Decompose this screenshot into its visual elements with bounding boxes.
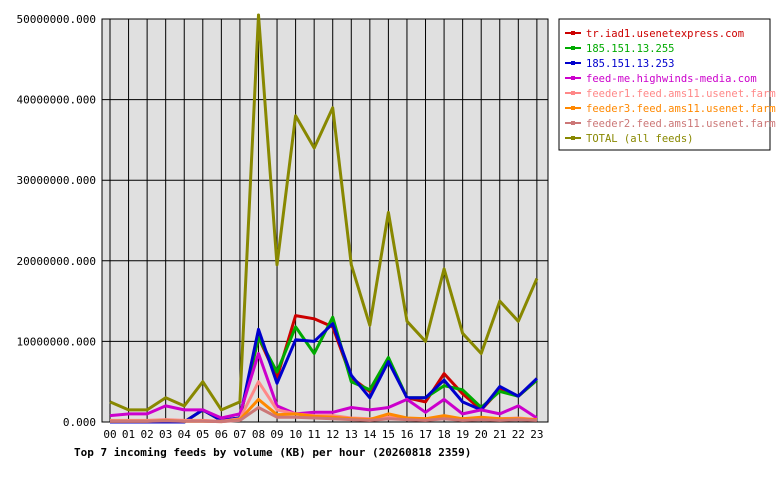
x-tick-label: 18 <box>437 428 450 441</box>
x-tick-label: 23 <box>530 428 543 441</box>
x-tick-label: 09 <box>270 428 283 441</box>
x-tick-label: 02 <box>140 428 153 441</box>
series-line-6 <box>110 406 537 424</box>
legend-label: 185.151.13.255 <box>586 43 675 55</box>
x-tick-label: 01 <box>122 428 135 441</box>
legend-marker <box>571 46 575 50</box>
x-tick-label: 14 <box>363 428 377 441</box>
legend-marker <box>571 136 575 140</box>
legend-label: feed-me.highwinds-media.com <box>586 73 757 85</box>
legend-marker <box>571 106 575 110</box>
legend-label: tr.iad1.usenetexpress.com <box>586 28 744 40</box>
series-lines <box>109 13 539 424</box>
x-tick-label: 15 <box>382 428 395 441</box>
y-tick-label: 10000000.000 <box>17 335 96 348</box>
x-axis-ticks: 00 01 02 03 04 05 06 07 08 09 10 11 12 13 14 15 16 17 18 19… <box>103 428 543 441</box>
x-tick-label: 06 <box>215 428 228 441</box>
x-tick-label: 19 <box>456 428 469 441</box>
x-tick-label: 05 <box>196 428 209 441</box>
y-axis-ticks: 0.000 10000000.000 20000000.000 30000000.00… <box>17 13 96 429</box>
x-tick-label: 16 <box>400 428 413 441</box>
x-tick-label: 11 <box>308 428 321 441</box>
y-tick-label: 0.000 <box>63 416 96 429</box>
x-tick-label: 08 <box>252 428 265 441</box>
legend-label: 185.151.13.253 <box>586 58 675 70</box>
x-tick-label: 10 <box>289 428 302 441</box>
legend-label: feeder3.feed.ams11.usenet.farm <box>586 103 776 115</box>
x-tick-label: 17 <box>419 428 432 441</box>
x-tick-label: 03 <box>159 428 172 441</box>
plot-area <box>101 18 549 423</box>
legend-label: feeder2.feed.ams11.usenet.farm <box>586 118 776 130</box>
legend-marker <box>571 91 575 95</box>
x-tick-label: 07 <box>233 428 246 441</box>
x-tick-label: 22 <box>512 428 525 441</box>
x-tick-label: 12 <box>326 428 339 441</box>
legend-box <box>558 18 771 151</box>
x-tick-label: 20 <box>475 428 488 441</box>
y-tick-label: 40000000.000 <box>17 94 96 107</box>
x-tick-label: 04 <box>178 428 192 441</box>
y-tick-label: 50000000.000 <box>17 13 96 26</box>
x-tick-label: 21 <box>493 428 506 441</box>
y-tick-label: 20000000.000 <box>17 255 96 268</box>
x-tick-label: 00 <box>103 428 116 441</box>
grid <box>102 19 548 422</box>
legend-marker <box>571 76 575 80</box>
legend: tr.iad1.usenetexpress.com 185.151.13.255 1… <box>558 18 776 151</box>
legend-marker <box>571 31 575 35</box>
legend-label: TOTAL (all feeds) <box>586 133 693 145</box>
legend-marker <box>571 121 575 125</box>
y-tick-label: 30000000.000 <box>17 174 96 187</box>
x-tick-label: 13 <box>345 428 358 441</box>
series-line-3 <box>109 352 538 420</box>
series-line-7 <box>109 13 539 412</box>
legend-label: feeder1.feed.ams11.usenet.farm <box>586 88 776 100</box>
chart-title: Top 7 incoming feeds by volume (KB) per … <box>74 446 471 459</box>
legend-marker <box>571 61 575 65</box>
